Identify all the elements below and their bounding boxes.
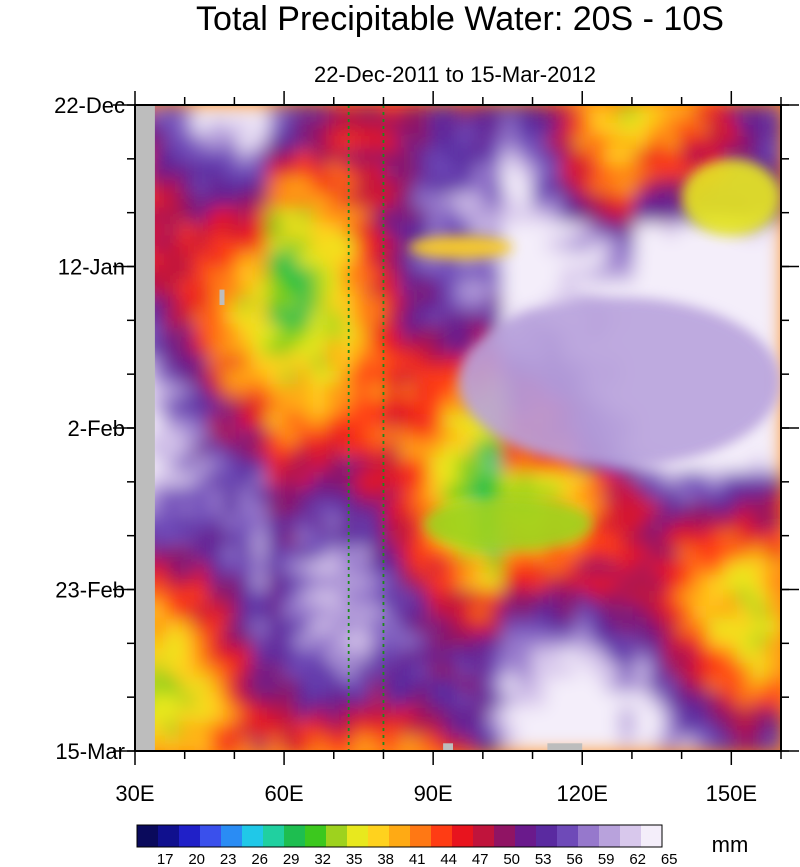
y-axis: 22-Dec 12-Jan 2-Feb 23-Feb 15-Mar xyxy=(54,93,799,764)
colorbar-level-label: 65 xyxy=(661,851,678,867)
colorbar-level-label: 56 xyxy=(566,851,583,867)
y-tick-label: 23-Feb xyxy=(55,578,125,603)
colorbar-swatch xyxy=(179,825,201,847)
colorbar-swatch xyxy=(158,825,180,847)
colorbar-swatch xyxy=(200,825,222,847)
colorbar-swatch xyxy=(263,825,285,847)
colorbar-unit-label: mm xyxy=(712,832,749,857)
colorbar-level-label: 26 xyxy=(251,851,268,867)
colorbar-swatch xyxy=(599,825,621,847)
colorbar-frame xyxy=(136,824,663,848)
colorbar-swatch xyxy=(452,825,474,847)
missing-data-region xyxy=(219,289,225,305)
colorbar-swatch xyxy=(389,825,411,847)
chart-subtitle: 22-Dec-2011 to 15-Mar-2012 xyxy=(314,62,596,87)
colorbar: 17 20 23 26 29 32 35 38 41 44 47 50 53 56 59 62 65 xyxy=(136,824,678,867)
colorbar-level-label: 50 xyxy=(503,851,520,867)
colorbar-level-label: 23 xyxy=(220,851,237,867)
colorbar-level-label: 20 xyxy=(188,851,205,867)
colorbar-level-label: 53 xyxy=(535,851,552,867)
y-tick-label: 2-Feb xyxy=(68,416,125,441)
colorbar-swatch xyxy=(242,825,264,847)
y-tick-label: 22-Dec xyxy=(54,93,125,118)
reference-lines xyxy=(347,105,385,751)
x-axis: 30E 60E 90E 120E 150E xyxy=(115,91,782,806)
colorbar-swatch xyxy=(536,825,558,847)
x-tick-label: 30E xyxy=(115,781,154,806)
colorbar-swatch xyxy=(284,825,306,847)
y-tick-label: 15-Mar xyxy=(55,739,125,764)
colorbar-swatch xyxy=(368,825,390,847)
x-tick-label: 150E xyxy=(706,781,757,806)
colorbar-swatch xyxy=(305,825,327,847)
missing-data-region xyxy=(135,105,155,751)
colorbar-swatch xyxy=(557,825,579,847)
colorbar-swatch xyxy=(473,825,495,847)
colorbar-swatch xyxy=(620,825,642,847)
colorbar-swatch xyxy=(326,825,348,847)
colorbar-swatch xyxy=(494,825,516,847)
colorbar-level-label: 17 xyxy=(157,851,174,867)
colorbar-swatch xyxy=(641,825,663,847)
feature-region xyxy=(408,235,513,259)
plot-area xyxy=(135,105,781,751)
colorbar-swatch xyxy=(431,825,453,847)
colorbar-level-label: 29 xyxy=(283,851,300,867)
colorbar-level-label: 32 xyxy=(314,851,331,867)
colorbar-swatch xyxy=(578,825,600,847)
feature-region xyxy=(458,297,781,467)
feature-region xyxy=(681,158,781,236)
missing-data-region xyxy=(443,743,453,751)
colorbar-level-label: 47 xyxy=(472,851,489,867)
y-tick-label: 12-Jan xyxy=(58,255,125,280)
colorbar-swatch xyxy=(137,825,159,847)
colorbar-swatch xyxy=(347,825,369,847)
x-tick-label: 60E xyxy=(264,781,303,806)
chart-title: Total Precipitable Water: 20S - 10S xyxy=(196,0,724,38)
colorbar-level-label: 62 xyxy=(629,851,646,867)
colorbar-swatch xyxy=(410,825,432,847)
colorbar-level-label: 41 xyxy=(409,851,426,867)
colorbar-level-label: 59 xyxy=(598,851,615,867)
colorbar-level-label: 44 xyxy=(440,851,457,867)
colorbar-swatch xyxy=(515,825,537,847)
missing-data-region xyxy=(547,743,583,751)
x-tick-label: 120E xyxy=(557,781,608,806)
colorbar-level-label: 38 xyxy=(377,851,394,867)
feature-region xyxy=(423,497,593,551)
colorbar-level-label: 35 xyxy=(346,851,363,867)
colorbar-swatch xyxy=(221,825,243,847)
x-tick-label: 90E xyxy=(414,781,453,806)
